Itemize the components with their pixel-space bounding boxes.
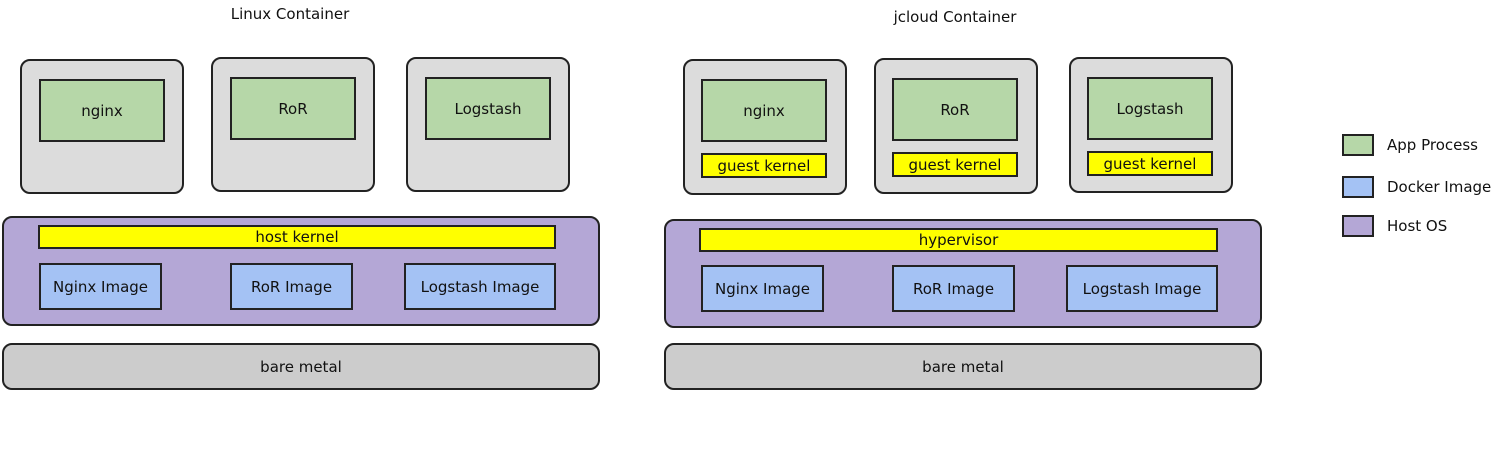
jcloud-image-nginx: Nginx Image bbox=[701, 265, 824, 312]
linux-app-nginx: nginx bbox=[39, 79, 165, 142]
jcloud-guest-kernel-logstash: guest kernel bbox=[1087, 151, 1213, 176]
jcloud-app-ror: RoR bbox=[892, 78, 1018, 141]
legend-label-host-os: Host OS bbox=[1387, 217, 1448, 235]
linux-bare-metal: bare metal bbox=[2, 343, 600, 390]
jcloud-bare-metal: bare metal bbox=[664, 343, 1262, 390]
linux-image-nginx: Nginx Image bbox=[39, 263, 162, 310]
legend-swatch-app-process bbox=[1342, 134, 1374, 156]
jcloud-container-title: jcloud Container bbox=[893, 8, 1017, 26]
jcloud-guest-kernel-ror: guest kernel bbox=[892, 152, 1018, 177]
jcloud-image-logstash: Logstash Image bbox=[1066, 265, 1218, 312]
linux-container-title: Linux Container bbox=[230, 5, 350, 23]
legend-label-app-process: App Process bbox=[1387, 136, 1478, 154]
linux-app-ror: RoR bbox=[230, 77, 356, 140]
jcloud-hypervisor: hypervisor bbox=[699, 228, 1218, 252]
linux-app-logstash: Logstash bbox=[425, 77, 551, 140]
legend-swatch-docker-image bbox=[1342, 176, 1374, 198]
linux-image-logstash: Logstash Image bbox=[404, 263, 556, 310]
jcloud-app-nginx: nginx bbox=[701, 79, 827, 142]
legend-label-docker-image: Docker Image bbox=[1387, 178, 1492, 196]
jcloud-guest-kernel-nginx: guest kernel bbox=[701, 153, 827, 178]
linux-host-kernel: host kernel bbox=[38, 225, 556, 249]
jcloud-image-ror: RoR Image bbox=[892, 265, 1015, 312]
legend-swatch-host-os bbox=[1342, 215, 1374, 237]
jcloud-app-logstash: Logstash bbox=[1087, 77, 1213, 140]
linux-image-ror: RoR Image bbox=[230, 263, 353, 310]
